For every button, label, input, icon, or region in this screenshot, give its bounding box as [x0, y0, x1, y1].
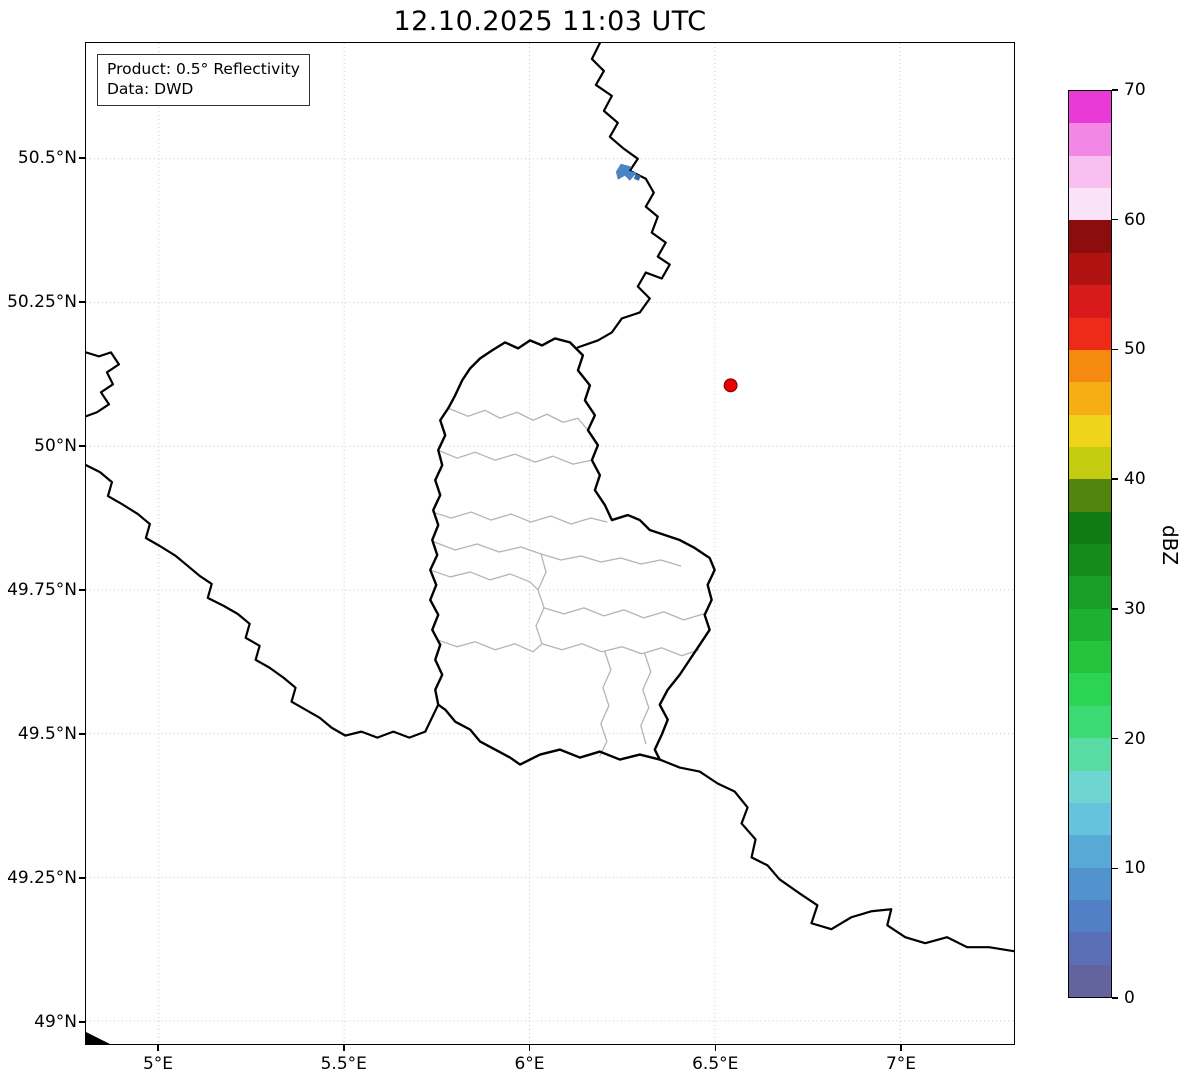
- x-tick-mark: [714, 1045, 716, 1051]
- colorbar-segment: [1069, 770, 1111, 803]
- colorbar-tick-mark: [1112, 89, 1118, 91]
- figure-title: 12.10.2025 11:03 UTC: [393, 6, 707, 37]
- colorbar-segment: [1069, 446, 1111, 480]
- colorbar-segment: [1069, 673, 1111, 706]
- colorbar-tick-mark: [1112, 348, 1118, 351]
- colorbar-segment: [1069, 123, 1111, 156]
- colorbar-segment: [1069, 382, 1111, 415]
- colorbar-segment: [1069, 414, 1111, 447]
- x-tick-label: 6°E: [514, 1054, 545, 1074]
- colorbar-segment: [1069, 705, 1111, 739]
- border-germany-belgium: [576, 43, 671, 349]
- colorbar-label: dBZ: [1158, 524, 1182, 566]
- y-tick-mark: [79, 877, 85, 879]
- colorbar-segment: [1069, 544, 1111, 577]
- y-tick-mark: [79, 1021, 85, 1023]
- colorbar-segment: [1069, 252, 1111, 286]
- colorbar-tick-mark: [1112, 737, 1118, 740]
- x-tick-mark: [157, 1045, 159, 1051]
- colorbar-segment: [1069, 188, 1111, 221]
- x-tick-mark: [528, 1045, 531, 1051]
- y-tick-label: 50°N: [34, 436, 77, 456]
- colorbar-segment: [1069, 641, 1111, 674]
- canton-border: [436, 639, 543, 653]
- x-tick-label: 5°E: [142, 1054, 174, 1074]
- colorbar-segment: [1069, 608, 1111, 642]
- canton-border: [541, 643, 700, 657]
- y-tick-mark: [79, 157, 85, 159]
- colorbar-tick-mark: [1112, 478, 1118, 480]
- colorbar-tick-mark: [1112, 867, 1118, 870]
- y-tick-label: 49.5°N: [17, 724, 77, 744]
- y-tick-mark: [79, 589, 85, 591]
- colorbar-tick-label: 70: [1124, 80, 1146, 100]
- colorbar: [1068, 90, 1112, 998]
- colorbar-segment: [1069, 511, 1111, 545]
- colorbar-segment: [1069, 964, 1111, 998]
- y-tick-label: 49°N: [34, 1012, 77, 1032]
- colorbar-segment: [1069, 285, 1111, 318]
- canton-border: [535, 553, 547, 645]
- colorbar-tick-label: 50: [1124, 339, 1146, 360]
- border-luxembourg: [429, 337, 716, 766]
- colorbar-segment: [1069, 155, 1111, 189]
- map-plot: Product: 0.5° Reflectivity Data: DWD: [85, 42, 1015, 1045]
- colorbar-segment: [1069, 738, 1111, 771]
- colorbar-tick-mark: [1112, 997, 1118, 999]
- radar-echo-weak-2: [633, 173, 641, 181]
- y-tick-mark: [79, 301, 85, 303]
- border-givet-salient: [86, 351, 121, 418]
- x-tick-mark: [900, 1045, 902, 1051]
- colorbar-segment: [1069, 317, 1111, 350]
- x-tick-mark: [343, 1045, 345, 1051]
- info-box: Product: 0.5° Reflectivity Data: DWD: [97, 54, 310, 106]
- radar-echo-strong: [723, 378, 738, 393]
- colorbar-tick-label: 20: [1124, 728, 1146, 749]
- canton-border: [447, 407, 589, 431]
- colorbar-tick-label: 40: [1124, 469, 1146, 490]
- colorbar-segment: [1069, 867, 1111, 900]
- y-tick-label: 50.25°N: [7, 292, 77, 312]
- colorbar-tick-mark: [1112, 218, 1118, 221]
- y-tick-label: 49.75°N: [7, 580, 77, 600]
- canton-border: [640, 653, 652, 745]
- colorbar-segment: [1069, 802, 1111, 836]
- colorbar-tick-label: 0: [1124, 988, 1135, 1008]
- colorbar-segment: [1069, 899, 1111, 933]
- y-tick-label: 49.25°N: [7, 868, 77, 888]
- y-tick-label: 50.5°N: [17, 148, 77, 168]
- y-tick-mark: [79, 445, 85, 447]
- colorbar-tick-label: 10: [1124, 858, 1146, 879]
- canton-border: [433, 541, 682, 567]
- x-tick-label: 6.5°E: [692, 1054, 739, 1074]
- colorbar-segment: [1069, 91, 1111, 124]
- border-belgium-france: [86, 464, 440, 739]
- colorbar-segment: [1069, 576, 1111, 609]
- colorbar-tick-label: 30: [1124, 598, 1146, 619]
- canton-border: [599, 651, 612, 757]
- radar-echo-weak-1: [615, 163, 637, 181]
- info-product-line: Product: 0.5° Reflectivity: [107, 60, 300, 78]
- colorbar-tick-mark: [1112, 608, 1118, 610]
- canton-border: [429, 569, 539, 591]
- map-canvas: [86, 43, 1014, 1044]
- colorbar-segment: [1069, 349, 1111, 383]
- canton-border: [431, 511, 608, 525]
- info-source-line: Data: DWD: [107, 80, 194, 99]
- colorbar-segment: [1069, 220, 1111, 253]
- x-tick-label: 7°E: [885, 1054, 917, 1074]
- x-tick-label: 5.5°E: [320, 1054, 367, 1074]
- border-france-germany: [658, 758, 1014, 953]
- colorbar-segment: [1069, 479, 1111, 512]
- colorbar-segment: [1069, 932, 1111, 965]
- map-corner-wedge: [86, 1032, 110, 1044]
- colorbar-tick-label: 60: [1124, 209, 1146, 230]
- y-tick-mark: [79, 733, 85, 735]
- colorbar-segment: [1069, 835, 1111, 868]
- canton-border: [543, 607, 705, 621]
- canton-border: [437, 449, 593, 465]
